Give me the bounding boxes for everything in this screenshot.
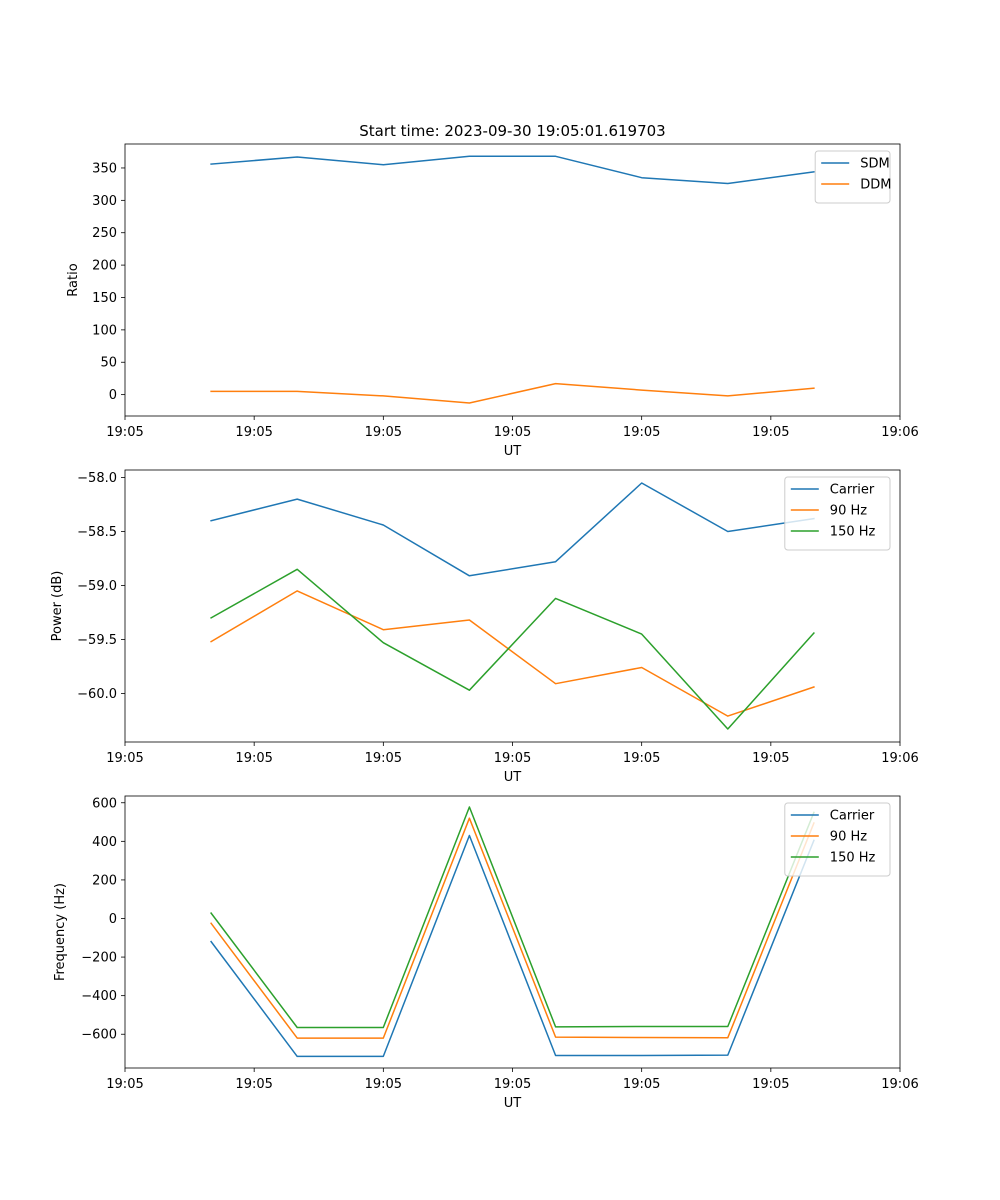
series-line-150-hz	[210, 806, 815, 1029]
y-tick-label: 300	[92, 194, 117, 209]
y-tick-label: 100	[92, 323, 117, 338]
y-tick-label: −58.5	[77, 525, 117, 540]
legend-label: 90 Hz	[830, 830, 867, 845]
legend-label: 150 Hz	[830, 851, 876, 866]
legend-label: Carrier	[830, 809, 875, 824]
y-tick-label: −400	[81, 989, 117, 1004]
x-tick-label: 19:05	[235, 751, 272, 766]
series-line-carrier	[210, 834, 815, 1058]
panel-2: 19:05 19:05 19:05 19:05 19:05 19:05 19:06 −60.0…	[50, 469, 919, 785]
x-tick-label: 19:05	[494, 425, 531, 440]
x-tick-label: 19:05	[623, 1077, 660, 1092]
y-axis-label: Frequency (Hz)	[53, 883, 68, 981]
x-tick-label: 19:05	[752, 425, 789, 440]
y-tick-label: 0	[109, 388, 117, 403]
y-axis-label: Power (dB)	[50, 571, 65, 642]
panel-3: 19:05 19:05 19:05 19:05 19:05 19:05 19:06 −600 −…	[53, 795, 919, 1111]
series-line-ddm	[210, 382, 815, 404]
y-tick-label: 200	[92, 873, 117, 888]
y-tick-label: −600	[81, 1028, 117, 1043]
y-tick-label: −200	[81, 951, 117, 966]
x-tick-label: 19:05	[752, 751, 789, 766]
panel-1: 19:05 19:05 19:05 19:05 19:05 19:05 19:06 0 50 10…	[66, 143, 919, 459]
x-tick-label: 19:05	[106, 1077, 143, 1092]
y-tick-label: 400	[92, 835, 117, 850]
legend: SDM DDM	[814, 150, 891, 204]
legend-label: 150 Hz	[830, 525, 876, 540]
series-line-150-hz	[210, 568, 815, 730]
x-tick-label: 19:05	[623, 751, 660, 766]
series-line-90-hz	[210, 590, 815, 717]
x-tick-label: 19:06	[881, 425, 918, 440]
series-line-90-hz	[210, 817, 815, 1039]
panels: 19:05 19:05 19:05 19:05 19:05 19:05 19:06 0 50 10…	[50, 143, 919, 1111]
y-tick-label: −60.0	[77, 687, 117, 702]
x-tick-label: 19:05	[752, 1077, 789, 1092]
legend-label: SDM	[860, 157, 889, 172]
series-line-carrier	[210, 482, 815, 577]
x-tick-label: 19:05	[235, 1077, 272, 1092]
legend-label: Carrier	[830, 483, 875, 498]
x-tick-label: 19:05	[365, 751, 402, 766]
legend-label: 90 Hz	[830, 504, 867, 519]
y-tick-label: 150	[92, 291, 117, 306]
x-axis-label: UT	[504, 770, 522, 785]
y-tick-label: −58.0	[77, 471, 117, 486]
figure-title: Start time: 2023-09-30 19:05:01.619703	[359, 122, 665, 140]
y-tick-label: 600	[92, 796, 117, 811]
legend: Carrier 90 Hz 150 Hz	[784, 802, 891, 877]
y-tick-label: −59.0	[77, 579, 117, 594]
y-tick-label: 0	[109, 912, 117, 927]
x-tick-label: 19:05	[235, 425, 272, 440]
y-tick-label: 250	[92, 226, 117, 241]
y-tick-label: −59.5	[77, 633, 117, 648]
x-tick-label: 19:06	[881, 751, 918, 766]
x-tick-label: 19:05	[365, 425, 402, 440]
y-tick-label: 350	[92, 161, 117, 176]
x-tick-label: 19:05	[106, 425, 143, 440]
y-tick-label: 200	[92, 259, 117, 274]
legend-box	[814, 150, 891, 204]
series-line-sdm	[210, 155, 815, 185]
x-axis-label: UT	[504, 444, 522, 459]
x-axis-label: UT	[504, 1096, 522, 1111]
legend: Carrier 90 Hz 150 Hz	[784, 476, 891, 551]
x-tick-label: 19:05	[106, 751, 143, 766]
x-tick-label: 19:06	[881, 1077, 918, 1092]
x-tick-label: 19:05	[623, 425, 660, 440]
x-tick-label: 19:05	[494, 1077, 531, 1092]
x-tick-label: 19:05	[365, 1077, 402, 1092]
y-tick-label: 50	[100, 356, 117, 371]
y-axis-label: Ratio	[66, 263, 81, 296]
x-tick-label: 19:05	[494, 751, 531, 766]
legend-label: DDM	[860, 178, 891, 193]
